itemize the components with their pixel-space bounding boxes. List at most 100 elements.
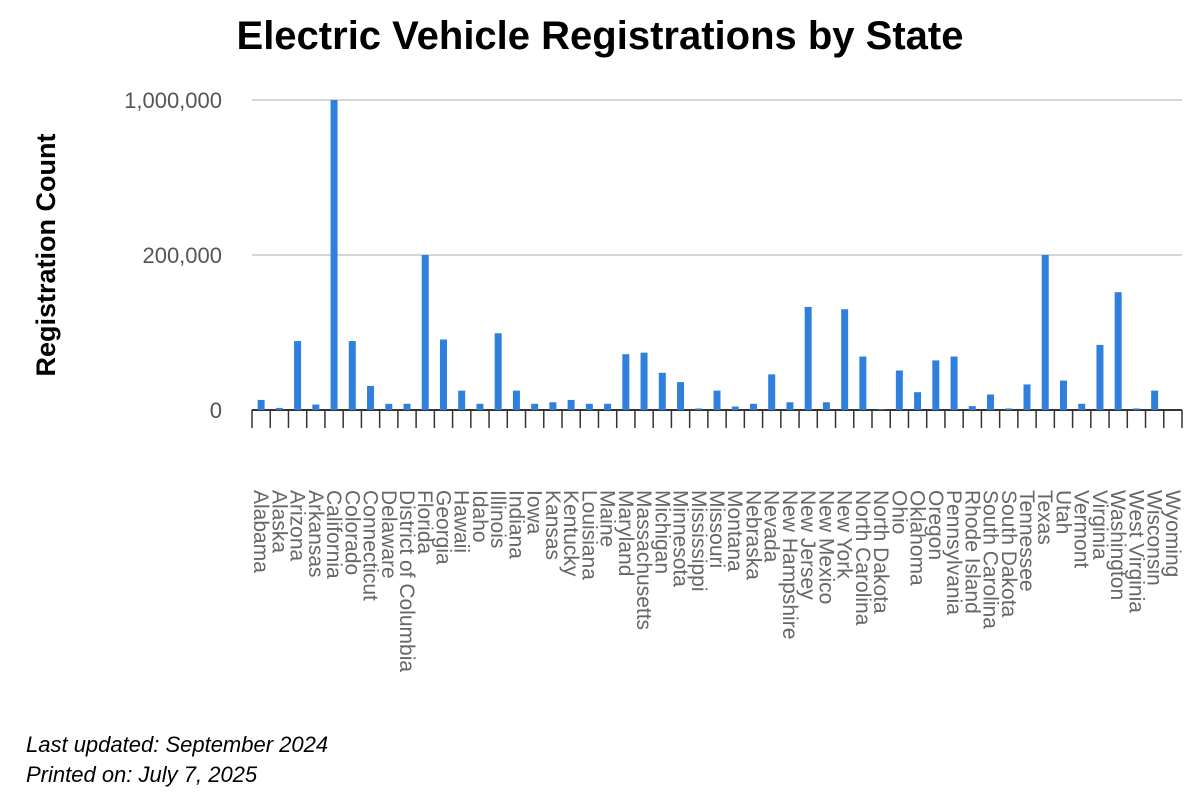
x-tick-label: Maryland [614,490,637,576]
x-tick-label: Pennsylvania [942,490,965,615]
bar [421,255,429,410]
bar [567,399,575,410]
bar [585,403,593,410]
bar [695,408,703,410]
x-tick-label: Colorado [340,490,363,575]
bar [895,370,903,410]
x-tick-label: New Jersey [796,490,819,600]
bar [1023,384,1031,410]
x-tick-label: South Dakota [997,490,1020,618]
x-tick-label: Mississippi [687,490,710,592]
x-tick-label: Arkansas [304,490,327,578]
bar [658,372,666,410]
bar [677,382,685,410]
bar [841,309,849,410]
x-tick-label: New York [833,490,856,579]
bar [859,356,867,410]
bar [768,374,776,410]
x-tick-label: South Carolina [979,490,1002,629]
x-tick-label: Kentucky [559,490,582,577]
x-tick-label: Maine [596,490,619,547]
bar [713,390,721,410]
x-tick-label: Hawaii [450,490,473,553]
y-tick-label: 1,000,000 [124,88,222,113]
x-tick-label: Georgia [431,490,454,565]
x-tick-label: Kansas [541,490,564,560]
bar [1078,403,1086,410]
x-tick-label: Nebraska [741,490,764,580]
x-tick-label: Oregon [924,490,947,560]
x-tick-label: Virginia [1088,490,1111,560]
bar [731,406,739,410]
x-tick-label: Louisiana [577,490,600,580]
bar [1096,344,1104,410]
x-tick-label: Nevada [760,490,783,563]
x-tick-label: Illinois [486,490,509,548]
x-tick-label: Alabama [249,490,272,573]
y-tick-label: 0 [210,398,222,423]
y-axis-title: Registration Count [31,134,61,377]
bar [968,406,976,410]
bar [275,407,283,410]
bar [1114,292,1122,410]
bar [476,403,484,410]
x-tick-label: Montana [723,490,746,572]
x-tick-label: Iowa [523,490,546,535]
bar [987,394,995,410]
bar [494,333,502,410]
x-tick-label: Utah [1051,490,1074,534]
bar [312,404,320,410]
bar [786,402,794,410]
x-tick-label: Massachusetts [632,490,655,630]
bar [257,399,265,410]
x-tick-label: New Mexico [814,490,837,604]
bar [1041,255,1049,410]
printed-on-note: Printed on: July 7, 2025 [26,762,258,787]
x-tick-label: District of Columbia [395,490,418,672]
bar [877,409,885,410]
bar [932,360,940,410]
bar [403,403,411,410]
x-tick-label: Florida [413,490,436,555]
x-tick-label: North Dakota [869,490,892,614]
x-tick-label: North Carolina [851,490,874,626]
bar [950,356,958,410]
x-tick-label: Arizona [286,490,309,562]
bar [640,352,648,410]
bar [348,341,356,410]
bar [549,402,557,410]
x-tick-label: West Virginia [1124,490,1147,613]
bar [458,390,466,410]
bar [1151,390,1159,410]
bar [914,392,922,410]
bar [367,385,375,410]
x-tick-label: Indiana [504,490,527,559]
bar [622,354,630,410]
x-tick-label: California [322,490,345,579]
x-tick-label: Delaware [377,490,400,579]
bar [804,306,812,410]
bar [1132,408,1140,410]
x-tick-label: Michigan [650,490,673,574]
x-tick-label: Vermont [1070,490,1093,568]
bar [1005,408,1013,410]
x-tick-label: Washington [1106,490,1129,600]
bar [512,390,520,410]
bar [294,341,302,410]
x-tick-label: Idaho [468,490,491,543]
bar [749,403,757,410]
bar [330,100,338,410]
x-tick-label: Rhode Island [960,490,983,614]
bar [1059,380,1067,410]
bar-chart: 0 200,000 1,000,000 Registration Count Alaba… [31,88,1184,672]
x-tick-label: New Hampshire [778,490,801,639]
x-tick-label: Alaska [267,490,290,553]
y-tick-label: 200,000 [142,243,222,268]
x-tick-label: Wisconsin [1143,490,1166,586]
x-tick-label: Minnesota [669,490,692,587]
bar [385,403,393,410]
bar [531,403,539,410]
bar [822,402,830,410]
chart-title: Electric Vehicle Registrations by State [236,14,964,58]
x-tick-label: Ohio [887,490,910,534]
